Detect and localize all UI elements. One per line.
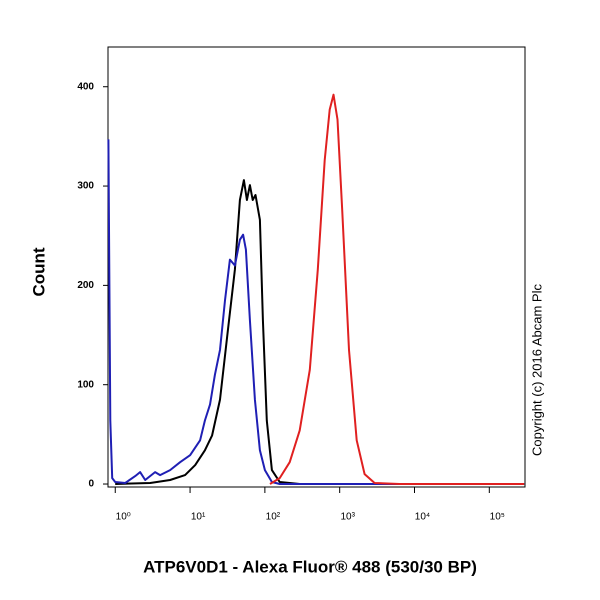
x-tick-label: 10⁰	[116, 512, 131, 523]
histogram-line	[115, 179, 525, 485]
x-tick-label: 10²	[266, 512, 281, 523]
y-tick-label: 200	[77, 280, 94, 291]
y-axis-title: Count	[29, 247, 48, 296]
y-tick-label: 300	[77, 181, 94, 192]
copyright-note: Copyright (c) 2016 Abcam Plc	[529, 284, 544, 456]
y-tick-label: 400	[77, 81, 94, 92]
x-tick-label: 10³	[340, 512, 355, 523]
x-tick-label: 10⁵	[490, 512, 505, 523]
y-tick-label: 100	[77, 379, 94, 390]
x-axis-title: ATP6V0D1 - Alexa Fluor® 488 (530/30 BP)	[143, 557, 477, 576]
histogram-line	[269, 93, 525, 485]
x-tick-label: 10⁴	[415, 512, 430, 523]
plot-frame	[107, 46, 526, 488]
histogram-line	[107, 139, 525, 485]
y-tick-label: 0	[88, 479, 94, 490]
x-tick-label: 10¹	[191, 512, 206, 523]
